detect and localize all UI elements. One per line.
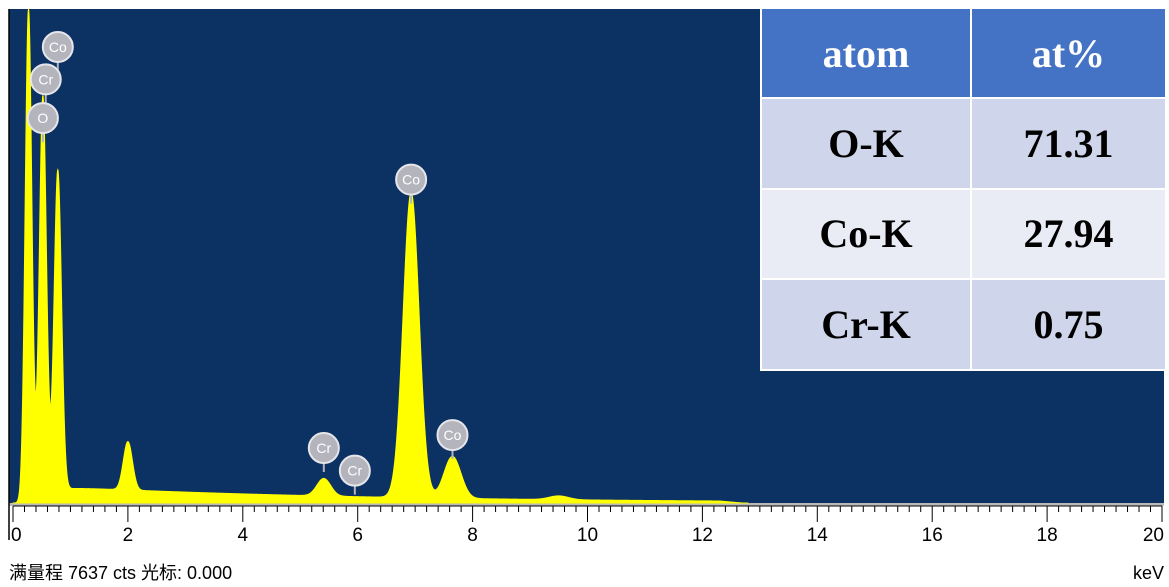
peak-marker-badge [41, 30, 74, 63]
peak-element-label: Cr [38, 71, 53, 87]
peak-element-label: Co [444, 427, 462, 443]
x-tick-label: 12 [692, 525, 713, 546]
peak-marker-badge [307, 432, 340, 465]
peak-marker-badge [436, 419, 469, 452]
peak-element-label: Co [49, 39, 67, 55]
peak-label-layer: Co Cr O Co Cr Cr Co [26, 30, 469, 495]
table-row: Cr-K 0.75 [760, 278, 1167, 371]
composition-header-row: atom at% [760, 7, 1167, 99]
peak-element-label: Cr [347, 463, 362, 479]
x-tick-label: 2 [123, 525, 134, 546]
x-unit-label: keV [1133, 563, 1164, 583]
axis-band [9, 503, 1164, 506]
full-scale-readout: 满量程 7637 cts 光标: 0.000 [9, 563, 232, 583]
peak-marker-badge [26, 102, 59, 135]
peak-marker-badge [395, 163, 428, 196]
peak-marker-badge [29, 63, 62, 96]
x-tick-label: 0 [11, 525, 22, 546]
x-tick-label: 6 [352, 525, 363, 546]
at-percent-cell: 71.31 [970, 97, 1167, 190]
composition-table: atom at% O-K 71.31 Co-K 27.94 Cr-K 0.75 [760, 7, 1167, 371]
x-tick-label: 14 [807, 525, 829, 546]
spectrum-layer [12, 8, 749, 504]
x-tick-label: 8 [467, 525, 478, 546]
spectrum-series [12, 8, 749, 504]
peak-marker-badge [338, 454, 371, 487]
table-row: O-K 71.31 [760, 97, 1167, 190]
at-percent-cell: 27.94 [970, 187, 1167, 281]
header-atom: atom [760, 7, 972, 99]
peak-element-label: Co [402, 172, 420, 188]
x-tick-label: 16 [922, 525, 943, 546]
element-cell: Cr-K [760, 278, 972, 371]
x-tick-label: 4 [238, 525, 249, 546]
table-row: Co-K 27.94 [760, 187, 1167, 281]
at-percent-cell: 0.75 [970, 278, 1167, 371]
element-cell: Co-K [760, 187, 972, 281]
element-cell: O-K [760, 97, 972, 190]
header-at-percent: at% [970, 7, 1167, 99]
x-tick-label: 18 [1037, 525, 1058, 546]
x-tick-label: 20 [1143, 525, 1164, 546]
peak-element-label: O [37, 110, 48, 126]
x-tick-label: 10 [577, 525, 598, 546]
peak-element-label: Cr [316, 440, 331, 456]
x-axis: 0 2 4 6 8 10 12 14 16 18 20 [11, 505, 1164, 546]
